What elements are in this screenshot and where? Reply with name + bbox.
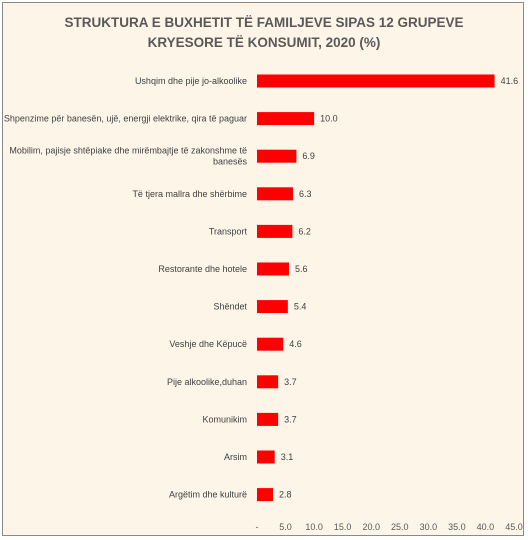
data-label-6: 5.6 — [295, 264, 308, 274]
bar-11 — [257, 450, 275, 464]
category-label-12: Argëtim dhe kulturë — [169, 490, 247, 500]
x-tick-label-6: 25.0 — [391, 522, 409, 532]
chart-title-line-2: KRYESORE TË KONSUMIT, 2020 (%) — [147, 35, 381, 50]
data-label-5: 6.2 — [298, 226, 311, 236]
x-tick-label-10: 45.0 — [505, 522, 523, 532]
bar-9 — [257, 375, 279, 389]
bar-1 — [257, 74, 495, 88]
bar-8 — [257, 337, 284, 351]
bar-chart: 41.6 Ushqim dhe pije jo-alkoolike 10.0 Shpe… — [4, 74, 523, 532]
x-tick-label-3: 10.0 — [305, 522, 323, 532]
bar-3 — [257, 149, 297, 163]
x-tick-label-7: 30.0 — [420, 522, 438, 532]
category-label-9: Pije alkoolike,duhan — [167, 377, 247, 387]
chart-frame: STRUKTURA E BUXHETIT TË FAMILJEVE SIPAS … — [2, 2, 524, 536]
data-label-8: 4.6 — [289, 339, 302, 349]
x-tick-label-2: 5.0 — [279, 522, 292, 532]
chart-title: STRUKTURA E BUXHETIT TË FAMILJEVE SIPAS … — [3, 13, 525, 53]
x-tick-label-4: 15.0 — [334, 522, 352, 532]
bar-2 — [257, 112, 315, 126]
category-label-6: Restorante dhe hotele — [158, 264, 247, 274]
category-label-3-line-2: banesës — [213, 157, 248, 167]
category-label-7: Shëndet — [213, 302, 247, 312]
data-label-9: 3.7 — [284, 377, 297, 387]
data-label-2: 10.0 — [320, 114, 338, 124]
bar-5 — [257, 224, 293, 238]
x-tick-label-5: 20.0 — [362, 522, 380, 532]
category-label-2: Shpenzime për banesën, ujë, energji elek… — [4, 114, 247, 124]
bar-10 — [257, 412, 279, 426]
category-label-8: Veshje dhe Këpucë — [169, 339, 247, 349]
category-label-4: Të tjera mallra dhe shërbime — [132, 189, 247, 199]
bar-7 — [257, 300, 288, 314]
bar-4 — [257, 187, 293, 201]
data-label-3: 6.9 — [302, 151, 315, 161]
category-label-5: Transport — [209, 226, 248, 236]
data-label-7: 5.4 — [294, 302, 307, 312]
bar-12 — [257, 488, 273, 502]
data-label-10: 3.7 — [284, 414, 297, 424]
category-label-11: Arsim — [224, 452, 247, 462]
x-tick-label-8: 35.0 — [448, 522, 466, 532]
category-label-10: Komunikim — [202, 414, 247, 424]
x-tick-label-1: - — [256, 522, 259, 532]
x-tick-label-9: 40.0 — [477, 522, 495, 532]
category-label-1: Ushqim dhe pije jo-alkoolike — [135, 76, 247, 86]
data-label-11: 3.1 — [281, 452, 294, 462]
data-label-1: 41.6 — [501, 76, 519, 86]
data-label-4: 6.3 — [299, 189, 312, 199]
chart-title-line-1: STRUKTURA E BUXHETIT TË FAMILJEVE SIPAS … — [64, 15, 464, 30]
data-label-12: 2.8 — [279, 490, 292, 500]
bar-6 — [257, 262, 289, 276]
category-label-3-line-1: Mobilim, pajisje shtëpiake dhe mirëmbajt… — [9, 146, 247, 156]
